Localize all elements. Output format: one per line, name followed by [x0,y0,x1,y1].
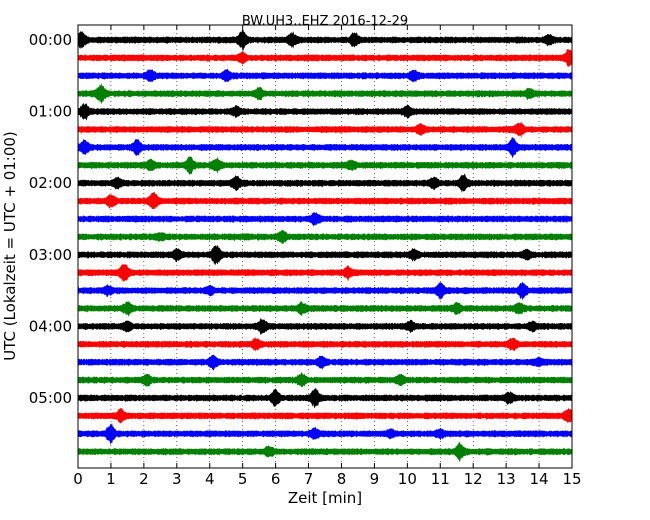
chart-title: BW.UH3..EHZ 2016-12-29 [242,14,408,29]
x-axis-ticks: 0 1 2 3 4 5 6 7 8 9 10 11 12 13 14 15 [73,25,582,488]
trace-row [77,83,573,104]
x-tick-label: 14 [530,470,549,488]
y-tick-label: 01:00 [29,103,72,121]
trace-row [77,300,573,317]
trace-row [77,422,573,445]
trace-row [77,264,573,283]
y-tick-label: 02:00 [29,174,72,192]
x-tick-label: 8 [337,470,347,488]
y-tick-label: 04:00 [29,317,72,335]
trace-row [77,156,573,175]
trace-row [77,212,573,227]
trace-row [77,354,573,371]
trace-row [77,281,573,301]
trace-row [77,229,573,244]
trace-row [77,371,573,388]
x-tick-label: 5 [238,470,248,488]
x-tick-label: 11 [431,470,450,488]
y-tick-label: 05:00 [29,389,72,407]
x-tick-label: 0 [73,470,83,488]
trace-row [77,102,573,121]
x-tick-label: 13 [497,470,516,488]
x-tick-label: 4 [205,470,215,488]
trace-row [77,173,573,193]
y-axis-label: UTC (Lokalzeit = UTC + 01:00) [1,131,19,361]
trace-row [77,317,573,336]
x-tick-label: 3 [172,470,182,488]
x-axis-label: Zeit [min] [288,489,362,507]
y-tick-label: 00:00 [29,31,72,49]
x-tick-label: 12 [464,470,483,488]
x-tick-label: 1 [106,470,116,488]
plot-frame [77,24,573,469]
x-tick-label: 15 [562,470,581,488]
x-tick-label: 9 [370,470,380,488]
trace-row [77,49,573,67]
x-tick-label: 2 [139,470,149,488]
x-tick-label: 10 [398,470,417,488]
trace-row [77,387,573,409]
x-tick-label: 6 [271,470,281,488]
trace-row [77,336,573,352]
trace-row [77,191,573,210]
y-tick-label: 03:00 [29,246,72,264]
x-tick-label: 7 [304,470,314,488]
trace-row [77,407,573,424]
trace-row [77,245,573,266]
trace-row [77,29,573,52]
trace-row [77,68,573,83]
trace-rows [77,29,573,463]
y-axis-ticks: 00:00 01:00 02:00 03:00 04:00 05:00 [29,31,572,407]
trace-row [77,121,573,138]
trace-row [77,137,573,159]
trace-row [77,442,573,463]
